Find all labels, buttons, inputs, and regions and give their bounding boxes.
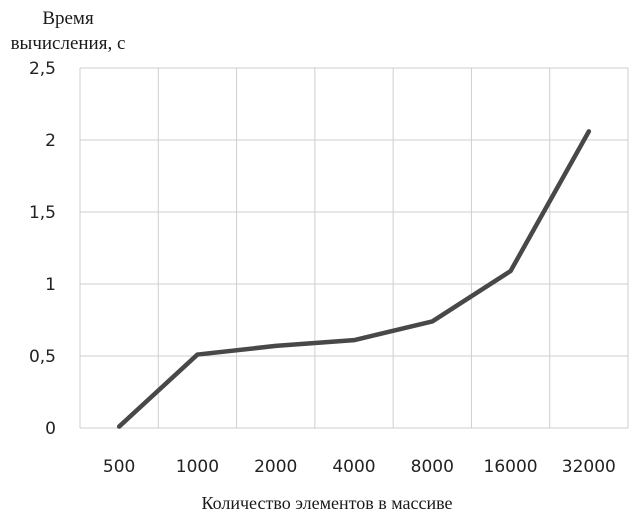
series: [116, 129, 592, 429]
series-line: [116, 129, 592, 429]
x-tick-label: 2000: [254, 457, 297, 477]
x-tick-label: 500: [103, 457, 135, 477]
x-axis-ticks: 500 1000 2000 4000 8000 16000 32000: [103, 457, 616, 477]
y-axis-title-line-2: вычисления, с: [11, 33, 126, 54]
y-tick-label: 2,5: [29, 59, 56, 79]
x-axis-title: Количество элементов в массиве: [202, 493, 453, 513]
y-axis-ticks: 0 0,5 1 1,5 2 2,5: [29, 59, 56, 439]
y-tick-label: 1,5: [29, 203, 56, 223]
x-tick-label: 4000: [332, 457, 375, 477]
x-tick-label: 32000: [562, 457, 616, 477]
y-tick-label: 1: [45, 275, 56, 295]
x-tick-label: 8000: [411, 457, 454, 477]
grid: [79, 67, 629, 429]
y-tick-label: 2: [45, 131, 56, 151]
x-tick-label: 16000: [484, 457, 538, 477]
x-tick-label: 1000: [176, 457, 219, 477]
y-axis-title-line-1: Время: [42, 8, 94, 29]
y-tick-label: 0: [45, 419, 56, 439]
y-tick-label: 0,5: [29, 347, 56, 367]
y-axis-title: Время вычисления, с: [11, 8, 126, 54]
